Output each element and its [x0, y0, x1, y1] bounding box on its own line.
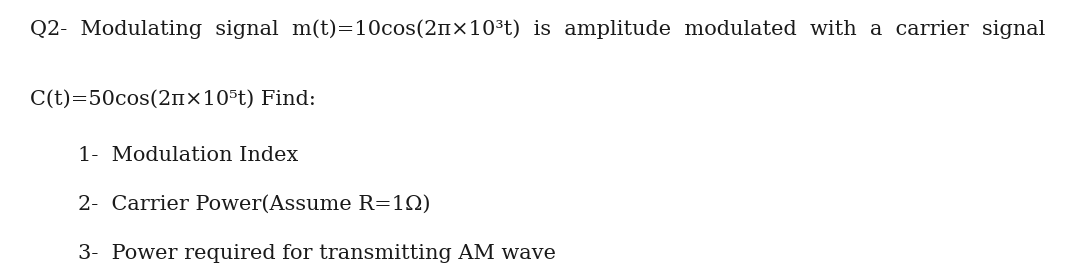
Text: 2-  Carrier Power(Assume R=1Ω): 2- Carrier Power(Assume R=1Ω)	[78, 195, 430, 214]
Text: Q2-  Modulating  signal  m(t)=10cos(2π×10³t)  is  amplitude  modulated  with  a : Q2- Modulating signal m(t)=10cos(2π×10³t…	[30, 19, 1045, 39]
Text: C(t)=50cos(2π×10⁵t) Find:: C(t)=50cos(2π×10⁵t) Find:	[30, 89, 316, 108]
Text: 3-  Power required for transmitting AM wave: 3- Power required for transmitting AM wa…	[78, 244, 556, 263]
Text: 1-  Modulation Index: 1- Modulation Index	[78, 146, 298, 165]
